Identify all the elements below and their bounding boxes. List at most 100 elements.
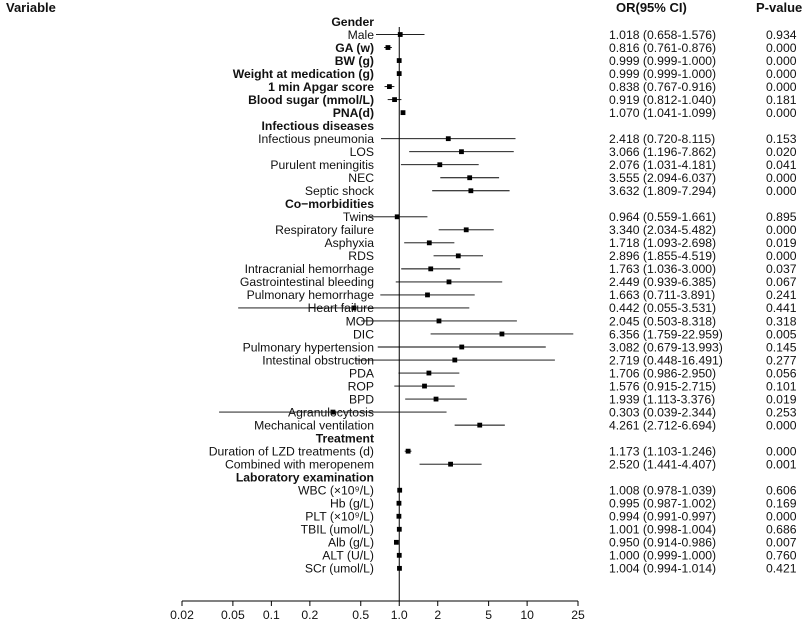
row-label: Infectious pneumonia xyxy=(258,132,374,146)
or-ci-value: 1.763 (1.036-3.000) xyxy=(609,262,716,276)
or-ci-value: 0.950 (0.914-0.986) xyxy=(609,536,716,550)
section-header: Laboratory examination xyxy=(236,471,374,485)
point-estimate xyxy=(433,396,439,402)
section-header: Co−morbidities xyxy=(285,197,374,211)
or-ci-value: 1.576 (0.915-2.715) xyxy=(609,379,716,393)
point-estimate xyxy=(448,461,453,467)
point-estimate xyxy=(463,227,469,233)
row-label: Male xyxy=(348,28,375,42)
row-label: Gastrointestinal bleeding xyxy=(240,275,374,289)
row-label: Twins xyxy=(343,210,374,224)
row-label: Hb (g/L) xyxy=(330,497,374,511)
row-label: NEC xyxy=(348,171,374,185)
header-or-ci: OR(95% CI) xyxy=(616,0,687,15)
p-value: 0.000 xyxy=(766,106,797,120)
or-ci-value: 1.001 (0.998-1.004) xyxy=(609,523,716,537)
x-tick-label: 2 xyxy=(434,608,441,621)
x-axis: 0.02 0.05 0.1 0.2 0.5 1.0 2 5 10 25 xyxy=(170,600,585,621)
point-estimate xyxy=(387,84,392,89)
row-label: Pulmonary hypertension xyxy=(243,340,374,354)
p-value: 0.000 xyxy=(766,444,797,458)
row-label: PDA xyxy=(349,366,375,380)
p-value: 0.606 xyxy=(766,484,797,498)
row-label: Asphyxia xyxy=(325,236,375,250)
p-value: 0.441 xyxy=(766,301,797,315)
or-ci-value: 1.663 (0.711-3.891) xyxy=(609,288,715,302)
p-value: 0.686 xyxy=(766,523,797,537)
p-value: 0.277 xyxy=(766,353,797,367)
row-label: Alb (g/L) xyxy=(328,536,374,550)
p-value: 0.007 xyxy=(766,536,797,550)
x-tick-label: 0.5 xyxy=(352,608,369,621)
or-ci-value: 2.418 (0.720-8.115) xyxy=(609,132,715,146)
p-value: 0.019 xyxy=(766,236,797,250)
x-tick-label: 0.2 xyxy=(301,608,318,621)
x-tick-label: 1.0 xyxy=(391,608,408,621)
or-ci-value: 1.173 (1.103-1.246) xyxy=(609,444,716,458)
point-estimate xyxy=(459,344,465,350)
or-ci-value: 6.356 (1.759-22.959) xyxy=(609,327,723,341)
or-ci-value: 0.964 (0.559-1.661) xyxy=(609,210,716,224)
point-estimate xyxy=(446,279,452,285)
section-header: Treatment xyxy=(316,431,374,445)
p-value: 0.067 xyxy=(766,275,797,289)
p-value: 0.019 xyxy=(766,392,797,406)
or-ci-value: 1.718 (1.093-2.698) xyxy=(609,236,716,250)
p-value: 0.020 xyxy=(766,145,797,159)
row-label: Duration of LZD treatments (d) xyxy=(209,444,374,458)
row-label: ROP xyxy=(348,379,374,393)
row-label: ALT (U/L) xyxy=(322,549,374,563)
p-value: 0.145 xyxy=(766,340,797,354)
row-label: Weight at medication (g) xyxy=(233,67,374,81)
point-estimate xyxy=(428,266,434,272)
p-value: 0.000 xyxy=(766,41,797,55)
section-header: Gender xyxy=(331,15,374,29)
p-value: 0.000 xyxy=(766,67,797,81)
row-label: 1 min Apgar score xyxy=(268,80,374,94)
or-ci-value: 2.045 (0.503-8.318) xyxy=(609,314,716,328)
point-estimate xyxy=(445,136,451,142)
x-tick-label: 5 xyxy=(485,608,492,621)
point-estimate xyxy=(330,409,336,415)
x-tick-label: 0.02 xyxy=(170,608,194,621)
p-value: 0.056 xyxy=(766,366,797,380)
point-estimate xyxy=(396,552,402,558)
or-ci-value: 0.816 (0.761-0.876) xyxy=(609,41,716,55)
p-value: 0.895 xyxy=(766,210,797,224)
point-estimate xyxy=(396,526,402,532)
row-label: Blood sugar (mmol/L) xyxy=(248,93,374,107)
row-label: WBC (×10⁹/L) xyxy=(298,484,374,498)
row-label: Combined with meropenem xyxy=(225,457,374,471)
row-label: Intracranial hemorrhage xyxy=(245,262,375,276)
p-value: 0.001 xyxy=(766,457,797,471)
point-estimate xyxy=(385,45,391,50)
or-ci-value: 0.303 (0.039-2.344) xyxy=(609,405,716,419)
point-estimate xyxy=(426,370,432,376)
p-value: 0.760 xyxy=(766,549,797,563)
point-estimate xyxy=(437,162,443,168)
section-header: Infectious diseases xyxy=(262,119,375,133)
row-label: BPD xyxy=(349,392,374,406)
row-label: BW (g) xyxy=(335,54,374,68)
row-label: PNA(d) xyxy=(333,106,374,120)
point-estimate xyxy=(397,565,402,571)
p-value: 0.241 xyxy=(766,288,797,302)
or-ci-value: 2.076 (1.031-4.181) xyxy=(609,158,716,172)
point-estimate xyxy=(422,383,427,389)
point-estimate xyxy=(393,539,399,545)
x-tick-label: 25 xyxy=(571,608,585,621)
p-value: 0.000 xyxy=(766,223,797,237)
p-value: 0.169 xyxy=(766,497,797,511)
row-label: SCr (umol/L) xyxy=(305,562,374,576)
or-ci-value: 1.000 (0.999-1.000) xyxy=(609,549,716,563)
point-estimate xyxy=(392,97,397,103)
or-ci-value: 3.555 (2.094-6.037) xyxy=(609,171,716,185)
p-value: 0.000 xyxy=(766,249,797,263)
or-ci-value: 3.632 (1.809-7.294) xyxy=(609,184,716,198)
x-tick-label: 0.1 xyxy=(263,608,280,621)
p-value: 0.000 xyxy=(766,54,797,68)
or-ci-value: 0.442 (0.055-3.531) xyxy=(609,301,716,315)
point-estimate xyxy=(351,305,357,311)
